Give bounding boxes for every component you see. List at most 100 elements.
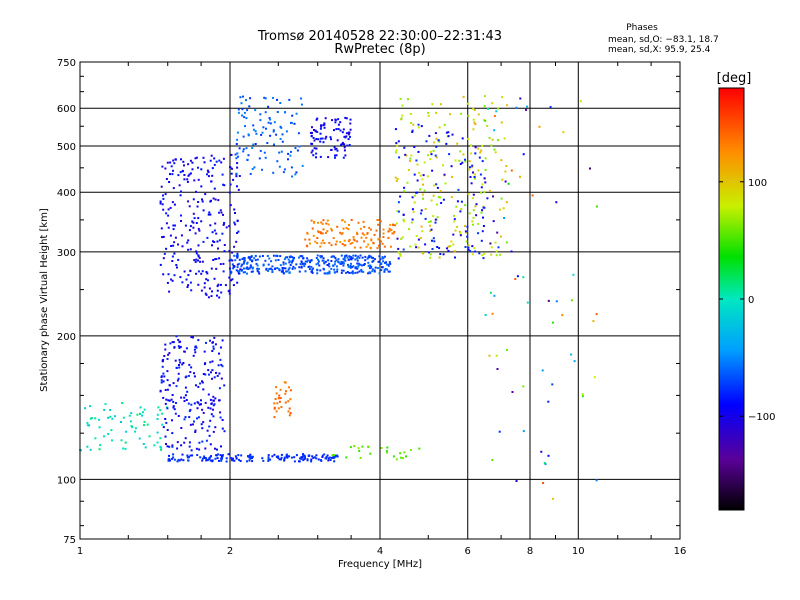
data-point xyxy=(352,265,355,268)
data-point xyxy=(570,299,573,302)
data-point xyxy=(272,171,275,174)
data-point xyxy=(206,429,209,432)
data-point xyxy=(315,118,318,121)
data-point xyxy=(494,241,497,244)
data-point xyxy=(204,193,207,196)
x-axis-ticks: 1 2 4 6 8 10 16 xyxy=(77,62,686,557)
data-point xyxy=(432,194,435,197)
data-point xyxy=(379,262,382,265)
data-point xyxy=(381,266,383,269)
data-point xyxy=(130,425,133,428)
data-point xyxy=(205,457,208,460)
data-point xyxy=(300,260,303,263)
data-point xyxy=(412,123,415,126)
data-point xyxy=(301,263,304,265)
data-point xyxy=(403,220,405,223)
data-point xyxy=(177,345,180,348)
data-point xyxy=(505,348,508,351)
data-point xyxy=(397,257,400,260)
data-point xyxy=(177,258,180,261)
data-point xyxy=(201,440,204,443)
data-point xyxy=(411,218,414,221)
data-point xyxy=(253,257,256,260)
data-point xyxy=(345,132,348,135)
data-point xyxy=(175,264,178,266)
data-point xyxy=(468,160,471,163)
data-point xyxy=(315,138,318,140)
data-point xyxy=(540,450,543,453)
data-point xyxy=(334,148,337,151)
data-point xyxy=(416,191,419,194)
data-point xyxy=(319,155,322,158)
data-point xyxy=(122,447,125,450)
data-point xyxy=(473,109,476,111)
data-point xyxy=(515,480,518,482)
data-point xyxy=(292,265,295,268)
data-point xyxy=(333,268,336,271)
data-point xyxy=(157,406,160,409)
data-point xyxy=(541,369,544,372)
data-point xyxy=(501,96,503,99)
data-point xyxy=(327,459,330,462)
data-point xyxy=(438,126,441,129)
data-point xyxy=(198,448,201,451)
data-point xyxy=(525,108,527,111)
data-point xyxy=(186,454,189,457)
data-point xyxy=(459,163,462,165)
data-point xyxy=(215,454,218,457)
data-point xyxy=(562,131,565,134)
data-point xyxy=(171,445,174,448)
data-point xyxy=(216,448,218,451)
data-point xyxy=(231,278,234,281)
data-point xyxy=(188,205,191,208)
data-point xyxy=(449,245,452,248)
data-point xyxy=(343,258,346,261)
data-point xyxy=(316,117,319,120)
data-point xyxy=(396,144,399,147)
data-point xyxy=(241,268,243,271)
data-point xyxy=(188,229,191,232)
data-point xyxy=(336,139,339,142)
data-point xyxy=(489,242,492,245)
data-point xyxy=(165,212,168,215)
data-point xyxy=(236,220,239,222)
data-point xyxy=(142,411,144,414)
data-point xyxy=(214,457,217,460)
data-point xyxy=(236,281,239,284)
data-point xyxy=(311,131,313,134)
data-point xyxy=(178,358,181,361)
data-point xyxy=(347,228,350,231)
data-point xyxy=(192,336,194,339)
data-point xyxy=(334,121,337,124)
data-point xyxy=(311,270,313,273)
data-point xyxy=(382,257,385,260)
data-point xyxy=(284,256,287,259)
data-point xyxy=(388,227,391,230)
data-point xyxy=(439,253,442,255)
data-point xyxy=(294,267,297,270)
data-point xyxy=(397,201,400,204)
data-points xyxy=(79,95,598,500)
data-point xyxy=(328,270,331,273)
data-point xyxy=(387,230,390,233)
data-point xyxy=(398,156,401,159)
data-point xyxy=(447,245,450,248)
data-point xyxy=(323,122,326,125)
data-point xyxy=(468,212,471,215)
data-point xyxy=(447,135,450,138)
data-point xyxy=(450,240,453,243)
data-point xyxy=(218,239,221,242)
data-point xyxy=(162,372,165,375)
data-point xyxy=(120,421,122,423)
data-point xyxy=(487,107,489,110)
data-point xyxy=(301,255,304,258)
data-point xyxy=(503,137,506,140)
data-point xyxy=(284,111,287,114)
data-point xyxy=(417,246,420,249)
data-point xyxy=(486,124,489,127)
data-point xyxy=(315,457,318,460)
data-point xyxy=(474,146,477,149)
data-point xyxy=(159,202,162,205)
data-point xyxy=(164,343,167,346)
data-point xyxy=(172,405,175,408)
